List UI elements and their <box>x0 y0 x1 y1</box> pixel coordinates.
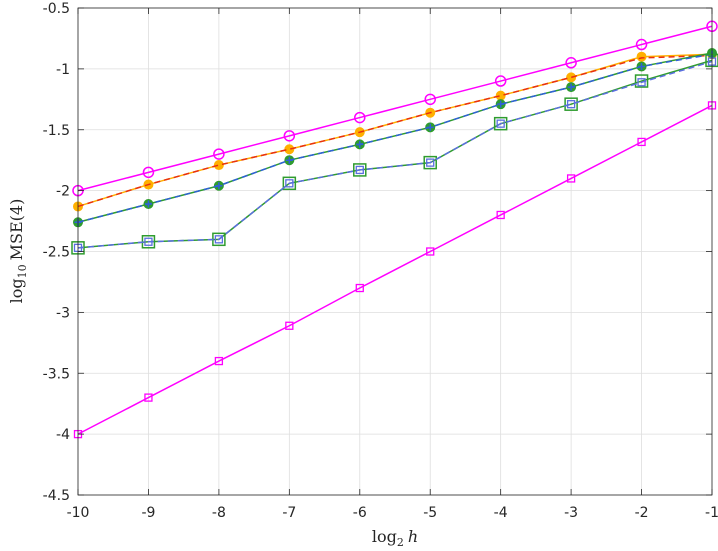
y-tick-label: -0.5 <box>43 1 70 17</box>
series-8-point <box>144 237 153 246</box>
y-tick-label: -3 <box>56 305 70 321</box>
series-5-line <box>77 52 713 224</box>
series-1-point <box>213 148 225 160</box>
y-tick-label: -4 <box>56 427 70 443</box>
series-8-point <box>214 235 224 244</box>
series-1-point <box>494 75 507 87</box>
y-tick-label: -4.5 <box>43 488 70 504</box>
x-tick-label: -5 <box>423 505 437 521</box>
series-1-point <box>283 130 296 142</box>
series-1-point <box>354 111 366 124</box>
series-1-point <box>635 38 648 51</box>
series-2-point <box>144 393 153 402</box>
series-2-point <box>355 283 364 293</box>
series-6-point <box>215 182 223 190</box>
series-2-line <box>77 104 713 435</box>
x-tick-label: -4 <box>494 505 508 521</box>
series-8-point <box>637 78 646 87</box>
series-1-line <box>77 25 713 192</box>
x-tick-label: -7 <box>282 505 296 521</box>
series-8-point <box>355 165 364 175</box>
x-axis-label: log2 h <box>372 527 418 549</box>
series-5 <box>73 48 717 228</box>
series-3-point <box>284 144 295 155</box>
ticks: -10 -9 -8 -7 -6 -5 -4 -3 -2 -1 -0.5 -1 -1.5 -2 -2.5 -3 -… <box>43 1 718 521</box>
series-4-line <box>77 54 713 208</box>
series-2-point <box>496 210 505 220</box>
x-tick-label: -9 <box>141 505 155 521</box>
series-2-point <box>566 174 576 183</box>
series-3-point <box>566 72 577 83</box>
x-tick-label: -3 <box>564 505 578 521</box>
series-6-point <box>285 156 293 164</box>
x-tick-label: -6 <box>353 505 367 521</box>
series-7-point <box>282 176 297 191</box>
x-tick-label: -2 <box>635 505 649 521</box>
series-7-point <box>564 97 578 111</box>
y-tick-label: -1 <box>56 62 70 78</box>
series-6-point <box>426 123 434 131</box>
y-tick-label: -1.5 <box>43 123 70 139</box>
series-3-point <box>213 160 224 171</box>
series-3-point <box>636 51 647 62</box>
series-1-point <box>565 57 577 69</box>
series-2-point <box>214 356 224 366</box>
series-8-point <box>566 100 576 109</box>
series-7-point <box>423 155 437 170</box>
x-tick-label: -10 <box>67 505 90 521</box>
series-8-point <box>426 158 435 167</box>
y-tick-label: -3.5 <box>43 366 70 382</box>
y-tick-label: -2.5 <box>43 245 70 261</box>
y-tick-label: -2 <box>56 184 70 200</box>
series-8-point <box>496 119 505 128</box>
series-1-point <box>142 166 155 179</box>
series-8-point <box>285 179 294 188</box>
series-6-point <box>144 200 152 208</box>
series-6-point <box>567 83 575 91</box>
series-1-point <box>424 93 436 106</box>
series-6-point <box>638 62 646 70</box>
series-6-point <box>497 100 505 108</box>
series-7-point <box>634 74 649 88</box>
series-4 <box>77 54 713 208</box>
x-tick-label: -8 <box>212 505 226 521</box>
x-tick-label: -1 <box>705 505 718 521</box>
series-2-point <box>285 321 294 330</box>
y-axis-label: log10MSE(4) <box>7 199 29 304</box>
series-8-line <box>77 60 713 249</box>
series-7-point <box>353 163 367 177</box>
series-6-point <box>356 140 364 148</box>
series-2-point <box>637 137 646 147</box>
series-7-point <box>493 116 508 131</box>
series-1 <box>72 20 718 197</box>
series-2-point <box>426 247 435 256</box>
